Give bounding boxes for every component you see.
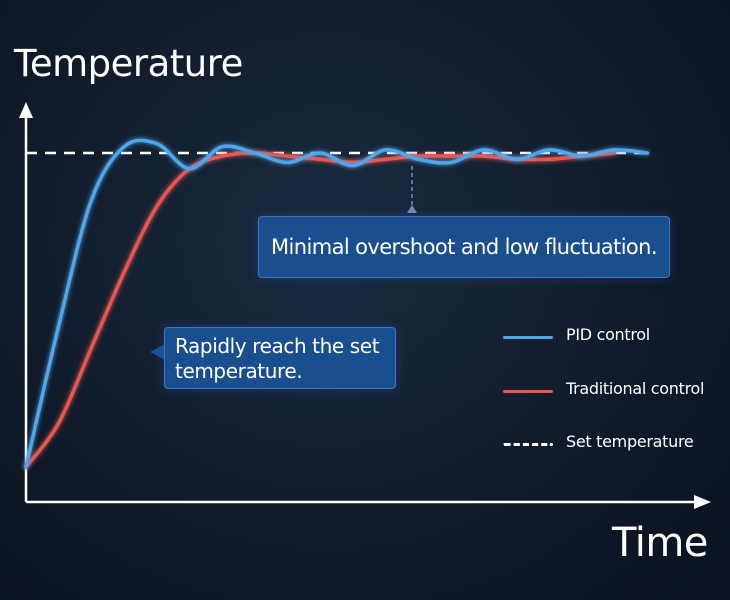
legend-label-pid: PID control <box>566 325 650 344</box>
y-axis-arrow <box>19 102 33 118</box>
x-axis-arrow <box>694 495 711 509</box>
legend-swatch-traditional <box>503 390 553 393</box>
x-axis-title: Time <box>612 520 708 566</box>
callout-pointer-arrow <box>407 205 417 213</box>
annotation-overshoot: Minimal overshoot and low fluctuation. <box>258 216 670 278</box>
y-axis-title: Temperature <box>14 42 243 85</box>
legend-swatch-pid <box>503 336 553 339</box>
legend-swatch-setpoint <box>503 443 553 446</box>
series-layer <box>24 138 650 469</box>
series-line-pid <box>24 138 650 469</box>
legend-label-traditional: Traditional control <box>566 379 705 398</box>
series-line-traditional <box>24 151 617 469</box>
annotation-rapid: Rapidly reach the set temperature. <box>164 327 396 389</box>
legend-label-setpoint: Set temperature <box>566 432 694 451</box>
annotation-tail <box>150 344 165 360</box>
